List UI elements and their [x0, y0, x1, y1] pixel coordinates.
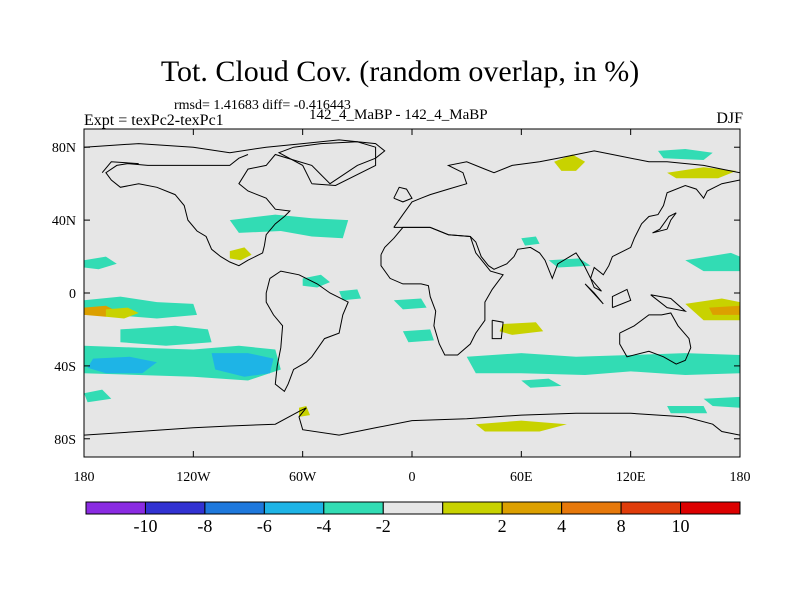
coastline-4 — [393, 179, 740, 292]
contour-region-16 — [499, 322, 544, 335]
colorbar-label: 10 — [672, 516, 690, 536]
colorbar-label: -4 — [316, 516, 331, 536]
lat-tick-label: 40N — [52, 214, 76, 229]
contour-region-25 — [466, 353, 740, 375]
lon-tick-label: 180 — [730, 470, 751, 485]
coastline-0 — [84, 139, 386, 267]
contour-region-29 — [667, 406, 708, 414]
contour-region-10 — [229, 247, 252, 261]
colorbar: -10 -8 -6 -4 -2 2 4 8 10 — [85, 501, 741, 536]
coastline-2 — [277, 141, 377, 187]
lon-tick-label: 60W — [289, 470, 317, 485]
season-label: DJF — [716, 110, 743, 127]
coastline-3 — [393, 150, 740, 228]
coastline-5 — [380, 226, 504, 356]
contour-region-20 — [658, 149, 713, 160]
lon-tick-label: 0 — [409, 470, 416, 485]
contour-region-17 — [554, 154, 586, 171]
contour-region-7 — [84, 389, 112, 403]
coastline-14 — [101, 161, 139, 174]
contour-region-3 — [120, 325, 212, 346]
lat-tick-label: 80S — [54, 433, 76, 448]
colorbar-swatch — [620, 501, 682, 515]
experiment-label: Expt = texPc2-texPc1 — [84, 112, 224, 129]
lat-tick-label: 40S — [54, 360, 76, 375]
page-title: Tot. Cloud Cov. (random overlap, in %) — [160, 55, 640, 88]
colorbar-swatch — [144, 501, 206, 515]
colorbar-swatch — [85, 501, 146, 515]
contour-region-26 — [521, 378, 562, 388]
coastline-8 — [491, 319, 504, 340]
colorbar-label: -2 — [376, 516, 391, 536]
contour-region-15 — [402, 329, 434, 343]
colorbar-swatch — [501, 501, 563, 515]
contour-fills — [84, 149, 740, 432]
contour-region-27 — [703, 396, 740, 408]
coastlines — [84, 139, 740, 436]
lon-tick-label: 60E — [510, 470, 533, 485]
colorbar-label: -10 — [133, 516, 157, 536]
contour-region-9 — [84, 256, 117, 270]
contour-region-24 — [709, 305, 740, 315]
contour-region-2 — [105, 307, 139, 319]
colorbar-swatch — [680, 501, 741, 515]
map-background — [84, 129, 740, 457]
coastline-10 — [393, 186, 413, 203]
lon-tick-label: 120E — [616, 470, 646, 485]
stats-line: rmsd= 1.41683 diff= -0.416443 — [174, 98, 351, 113]
contour-region-19 — [548, 258, 591, 268]
colorbar-label: 4 — [557, 516, 566, 536]
lon-tick-label: 180 — [74, 470, 95, 485]
case-name-label: 142_4_MaBP - 142_4_MaBP — [309, 107, 488, 123]
coastline-9 — [652, 212, 677, 234]
contour-region-12 — [302, 274, 330, 288]
contour-region-13 — [339, 289, 361, 301]
coastline-12 — [611, 288, 632, 309]
contour-region-14 — [393, 298, 427, 310]
coastline-11 — [584, 283, 604, 305]
colorbar-swatch — [561, 501, 622, 515]
colorbar-swatch — [323, 501, 384, 515]
lat-tick-label: 80N — [52, 141, 76, 156]
coastline-1 — [265, 270, 349, 393]
colorbar-label: -8 — [197, 516, 212, 536]
axis-ticks: 180 120W 60W 0 60E 120E 180 80N 40N 0 40S 80S — [52, 129, 751, 485]
colorbar-swatch — [382, 501, 444, 515]
colorbar-swatch — [442, 501, 503, 515]
colorbar-label: 2 — [498, 516, 507, 536]
contour-region-11 — [229, 214, 349, 239]
colorbar-swatch — [204, 501, 265, 515]
coastline-13 — [650, 294, 688, 313]
contour-region-5 — [87, 356, 157, 374]
lat-tick-label: 0 — [69, 287, 76, 302]
coastline-7 — [84, 407, 740, 436]
contour-region-22 — [685, 252, 740, 272]
contour-region-21 — [667, 167, 737, 179]
contour-region-6 — [211, 353, 274, 377]
contour-region-28 — [475, 420, 567, 432]
colorbar-swatch — [263, 501, 325, 515]
colorbar-label: -6 — [257, 516, 272, 536]
contour-region-18 — [521, 236, 540, 246]
lon-tick-label: 120W — [176, 470, 211, 485]
colorbar-label: 8 — [617, 516, 626, 536]
coastline-6 — [619, 312, 692, 365]
